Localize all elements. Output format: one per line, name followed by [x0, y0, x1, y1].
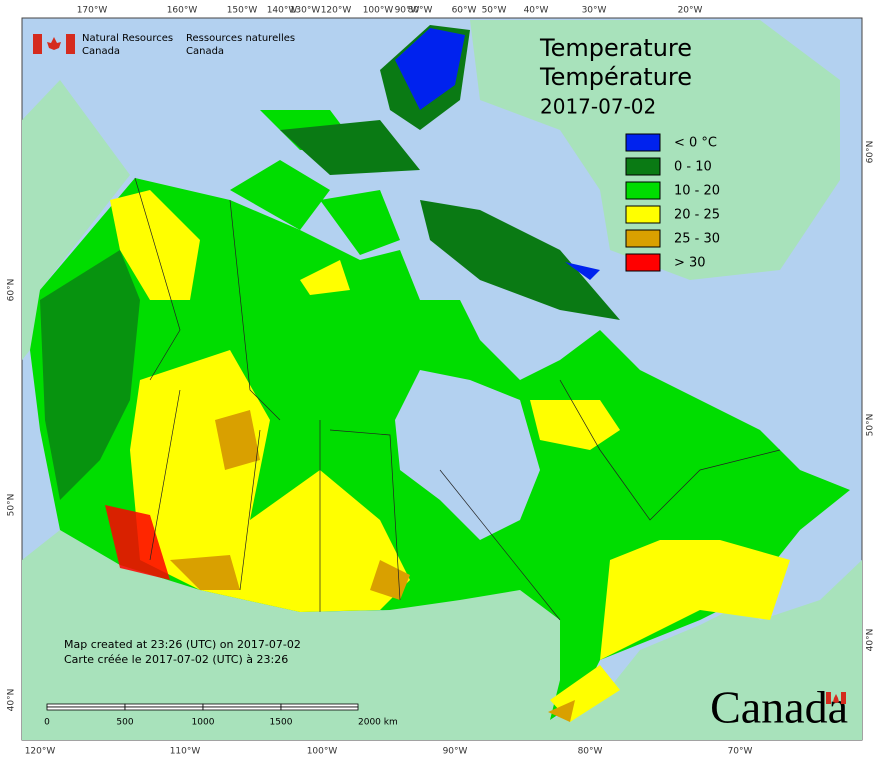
legend-swatch: [625, 181, 661, 200]
graticule-label: 150°W: [227, 6, 258, 16]
title: Température: [539, 63, 692, 91]
legend-label: 25 - 30: [674, 232, 720, 247]
wordmark: Canada: [710, 682, 848, 733]
graticule-label: 60°W: [452, 6, 477, 16]
graticule-label: 20°W: [678, 6, 703, 16]
agency-en: Canada: [82, 46, 120, 57]
graticule-label: 110°W: [170, 747, 201, 757]
graticule-label: 90°W: [443, 747, 468, 757]
graticule-label: 80°W: [408, 6, 433, 16]
graticule-label: 80°W: [578, 747, 603, 757]
scale-label: 1000: [192, 718, 215, 728]
scale-segment: [46, 703, 126, 708]
graticule-label: 160°W: [167, 6, 198, 16]
graticule-label: 50°N: [7, 494, 17, 517]
graticule-label: 100°W: [307, 747, 338, 757]
graticule-label: 50°N: [866, 414, 876, 437]
agency-fr: Canada: [186, 46, 224, 57]
legend-swatch: [625, 205, 661, 224]
legend-label: > 30: [674, 256, 706, 271]
scale-segment: [124, 703, 204, 708]
graticule-label: 120°W: [321, 6, 352, 16]
legend-label: < 0 °C: [674, 136, 717, 151]
graticule-label: 40°W: [524, 6, 549, 16]
legend-label: 20 - 25: [674, 208, 720, 223]
note: Map created at 23:26 (UTC) on 2017-07-02: [64, 638, 301, 651]
title: Temperature: [539, 34, 692, 62]
graticule-label: 140°W: [267, 6, 298, 16]
graticule-label: 60°N: [7, 279, 17, 302]
graticule-label: 130°W: [290, 6, 321, 16]
date: 2017-07-02: [540, 95, 656, 119]
scale-segment: [46, 706, 126, 711]
graticule-label: 120°W: [25, 747, 56, 757]
graticule-label: 40°N: [866, 629, 876, 652]
legend-swatch: [625, 253, 661, 272]
scale-segment: [280, 706, 359, 711]
legend-swatch: [625, 229, 661, 248]
legend-label: 0 - 10: [674, 160, 712, 175]
legend-swatch: [625, 133, 661, 152]
graticule-label: 70°W: [728, 747, 753, 757]
scale-segment: [202, 706, 282, 711]
graticule-label: 100°W: [363, 6, 394, 16]
graticule-label: 30°W: [582, 6, 607, 16]
graticule-label: 170°W: [77, 6, 108, 16]
wordmark-flag: [826, 692, 846, 704]
scale-label: 0: [44, 718, 50, 728]
graticule-label: 40°N: [7, 689, 17, 712]
scale-label: 500: [116, 718, 133, 728]
agency-en: Natural Resources: [82, 33, 173, 44]
note: Carte créée le 2017-07-02 (UTC) à 23:26: [64, 653, 288, 666]
graticule-label: 50°W: [482, 6, 507, 16]
scale-segment: [124, 706, 204, 711]
graticule-label: 90°W: [395, 6, 420, 16]
scale-segment: [280, 703, 359, 708]
legend-swatch: [625, 157, 661, 176]
agency-fr: Ressources naturelles: [186, 33, 295, 44]
scale-segment: [202, 703, 282, 708]
map-shapes: [22, 20, 862, 740]
scale-label: 1500: [270, 718, 293, 728]
scale-label: 2000 km: [358, 718, 398, 728]
legend-label: 10 - 20: [674, 184, 720, 199]
agency-logo: [33, 34, 75, 54]
graticule-label: 60°N: [866, 141, 876, 164]
